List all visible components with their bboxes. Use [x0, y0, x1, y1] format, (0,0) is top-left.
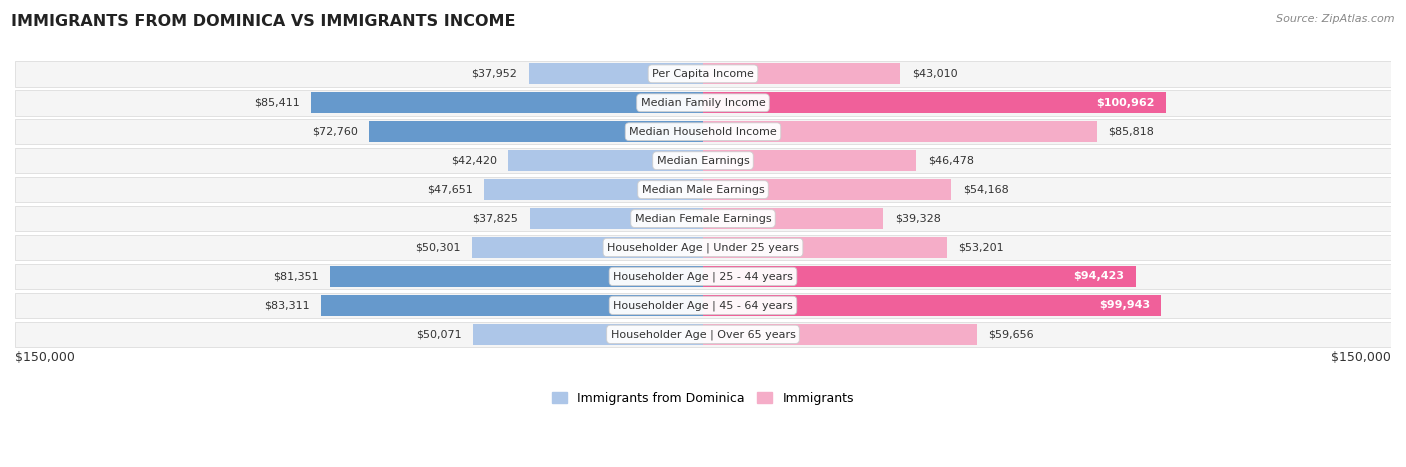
Bar	[15, 148, 1391, 173]
Bar	[703, 266, 1136, 287]
Bar	[703, 295, 1161, 316]
Bar	[15, 264, 1391, 289]
Bar	[703, 179, 952, 200]
Bar	[703, 150, 917, 171]
Legend: Immigrants from Dominica, Immigrants: Immigrants from Dominica, Immigrants	[547, 387, 859, 410]
Bar	[311, 92, 703, 113]
Bar	[15, 322, 1391, 347]
Bar	[330, 266, 703, 287]
Text: Median Male Earnings: Median Male Earnings	[641, 184, 765, 195]
Bar	[509, 150, 703, 171]
Bar	[472, 237, 703, 258]
Text: Householder Age | 45 - 64 years: Householder Age | 45 - 64 years	[613, 300, 793, 311]
Text: $54,168: $54,168	[963, 184, 1008, 195]
Text: $81,351: $81,351	[273, 271, 318, 282]
Bar	[529, 64, 703, 84]
Text: Median Family Income: Median Family Income	[641, 98, 765, 108]
Text: Householder Age | 25 - 44 years: Householder Age | 25 - 44 years	[613, 271, 793, 282]
Text: $99,943: $99,943	[1099, 300, 1150, 311]
Text: IMMIGRANTS FROM DOMINICA VS IMMIGRANTS INCOME: IMMIGRANTS FROM DOMINICA VS IMMIGRANTS I…	[11, 14, 516, 29]
Bar	[15, 177, 1391, 202]
Bar	[703, 64, 900, 84]
Text: $83,311: $83,311	[264, 300, 309, 311]
Text: Median Female Earnings: Median Female Earnings	[634, 213, 772, 224]
Text: Householder Age | Over 65 years: Householder Age | Over 65 years	[610, 329, 796, 340]
Text: $94,423: $94,423	[1074, 271, 1125, 282]
Text: $50,071: $50,071	[416, 329, 463, 340]
Text: $39,328: $39,328	[894, 213, 941, 224]
Text: Median Earnings: Median Earnings	[657, 156, 749, 166]
Bar	[703, 208, 883, 229]
Text: $150,000: $150,000	[15, 351, 75, 363]
Text: Median Household Income: Median Household Income	[628, 127, 778, 137]
Text: $37,825: $37,825	[472, 213, 517, 224]
Bar	[15, 293, 1391, 318]
Bar	[530, 208, 703, 229]
Bar	[703, 92, 1166, 113]
Text: $72,760: $72,760	[312, 127, 357, 137]
Text: $85,411: $85,411	[254, 98, 299, 108]
Text: $59,656: $59,656	[988, 329, 1033, 340]
Text: Source: ZipAtlas.com: Source: ZipAtlas.com	[1277, 14, 1395, 24]
Bar	[703, 324, 977, 345]
Bar	[703, 237, 948, 258]
Bar	[15, 119, 1391, 144]
Text: $37,952: $37,952	[471, 69, 517, 79]
Bar	[15, 206, 1391, 231]
Text: $47,651: $47,651	[427, 184, 472, 195]
Text: $43,010: $43,010	[911, 69, 957, 79]
Text: $50,301: $50,301	[415, 242, 461, 253]
Bar	[15, 235, 1391, 260]
Bar	[370, 121, 703, 142]
Text: $100,962: $100,962	[1097, 98, 1154, 108]
Text: $150,000: $150,000	[1331, 351, 1391, 363]
Text: $42,420: $42,420	[451, 156, 496, 166]
Bar	[15, 61, 1391, 86]
Bar	[703, 121, 1097, 142]
Text: Householder Age | Under 25 years: Householder Age | Under 25 years	[607, 242, 799, 253]
Bar	[15, 90, 1391, 115]
Bar	[474, 324, 703, 345]
Text: $46,478: $46,478	[928, 156, 973, 166]
Text: Per Capita Income: Per Capita Income	[652, 69, 754, 79]
Text: $85,818: $85,818	[1108, 127, 1154, 137]
Text: $53,201: $53,201	[959, 242, 1004, 253]
Bar	[321, 295, 703, 316]
Bar	[485, 179, 703, 200]
